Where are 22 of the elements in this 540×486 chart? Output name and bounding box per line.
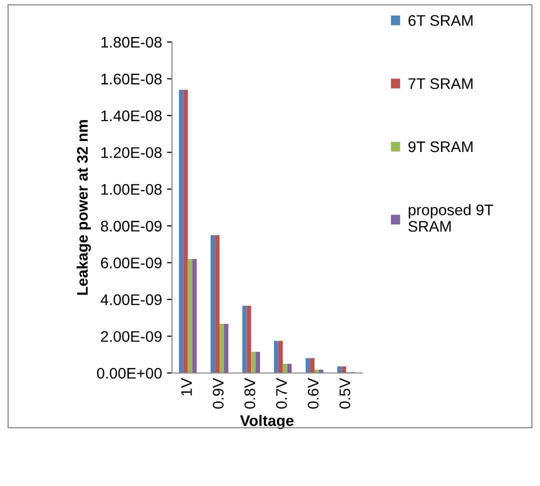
y-tick-label: 1.00E-08 — [101, 184, 162, 195]
y-tick-label: 8.00E-09 — [100, 220, 162, 232]
y-tick-label: 1.20E-08 — [101, 147, 162, 158]
x-tick-label: 0.8V — [244, 378, 256, 409]
legend-label: 7T SRAM — [408, 78, 472, 90]
y-tick-label: 2.00E-09 — [101, 331, 162, 342]
x-tick-label: 0.9V — [212, 378, 224, 409]
y-tick-label: 1.40E-08 — [101, 110, 162, 122]
y-tick-label: 1.60E-08 — [101, 74, 162, 84]
x-tick-label: 0.6V — [308, 378, 319, 409]
x-tick-label: 0.5V — [339, 378, 350, 409]
x-axis-title: Voltage — [240, 414, 294, 430]
y-tick-label: 0.00E+00 — [97, 368, 162, 379]
y-tick-label: 1.80E-08 — [101, 36, 162, 48]
legend-label: 9T SRAM — [408, 141, 472, 152]
x-tick-label: 1V — [181, 378, 192, 396]
y-tick-label: 6.00E-09 — [101, 258, 162, 268]
y-axis-title: Leakage power at 32 nm — [76, 120, 91, 295]
legend-label: 6T SRAM — [408, 15, 472, 26]
y-tick-label: 4.00E-09 — [100, 294, 162, 306]
x-tick-label: 0.7V — [276, 378, 287, 409]
legend-label: proposed 9T SRAM — [408, 204, 494, 232]
